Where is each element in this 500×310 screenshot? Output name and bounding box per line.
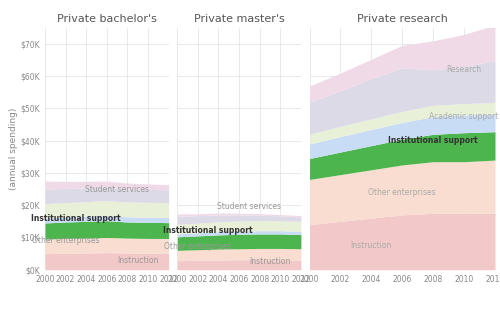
Text: Research: Research — [446, 65, 482, 74]
Text: Instruction: Instruction — [350, 241, 392, 250]
Text: Institutional support: Institutional support — [164, 226, 253, 235]
Text: Other enterprises: Other enterprises — [368, 188, 436, 197]
Text: Institutional support: Institutional support — [31, 214, 120, 223]
Text: Other enterprises: Other enterprises — [164, 242, 232, 251]
Text: Student services: Student services — [218, 202, 282, 211]
Text: Instruction: Instruction — [117, 255, 158, 264]
Text: Academic support: Academic support — [430, 112, 498, 121]
Title: Private research: Private research — [357, 14, 448, 24]
Text: Institutional support: Institutional support — [388, 136, 478, 145]
Text: Instruction: Instruction — [250, 258, 290, 267]
Text: Other enterprises: Other enterprises — [32, 236, 100, 245]
Title: Private bachelor's: Private bachelor's — [57, 14, 157, 24]
Title: Private master's: Private master's — [194, 14, 284, 24]
Y-axis label: (annual spending): (annual spending) — [8, 108, 18, 190]
Text: Student services: Student services — [85, 185, 149, 194]
